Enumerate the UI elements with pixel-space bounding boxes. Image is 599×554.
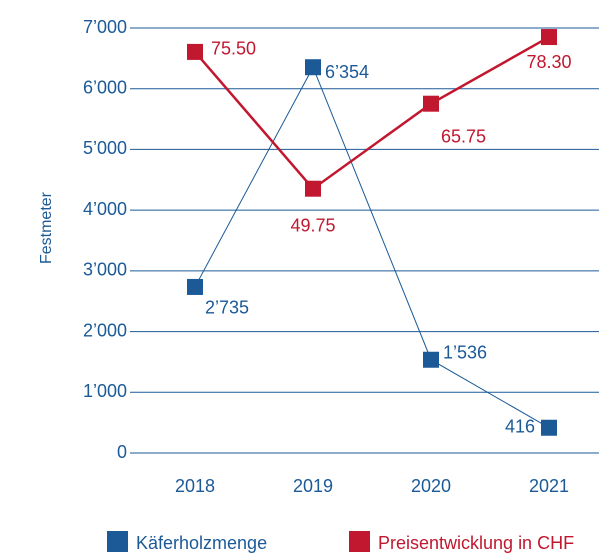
data-label: 75.50 (211, 39, 256, 59)
y-axis-label: Festmeter (38, 191, 55, 264)
x-tick-label: 2020 (411, 476, 451, 496)
data-point (305, 59, 321, 76)
y-tick-label: 7’000 (83, 17, 127, 37)
x-tick-label: 2021 (529, 476, 569, 496)
y-tick-label: 0 (117, 442, 127, 462)
series-line (194, 66, 550, 429)
y-tick-label: 6’000 (83, 77, 127, 97)
legend-swatch (107, 531, 128, 552)
data-point (305, 180, 321, 197)
y-tick-label: 3’000 (83, 260, 127, 280)
series-line (194, 35, 550, 191)
x-tick-label: 2018 (175, 476, 215, 496)
legend-swatch (349, 531, 370, 552)
data-point (423, 95, 439, 112)
data-point (423, 351, 439, 368)
data-point (187, 278, 203, 295)
y-tick-label: 2’000 (83, 320, 127, 340)
y-tick-label: 1’000 (83, 381, 127, 401)
y-tick-label: 5’000 (83, 138, 127, 158)
data-label: 1’536 (443, 342, 487, 362)
legend-label: Käferholzmenge (136, 533, 267, 553)
x-tick-label: 2019 (293, 476, 333, 496)
data-point (541, 29, 557, 46)
legend-label: Preisentwicklung in CHF (378, 533, 574, 553)
data-label: 416 (505, 416, 535, 436)
data-point (187, 43, 203, 60)
data-label: 65.75 (441, 126, 486, 146)
data-label: 49.75 (290, 215, 335, 235)
data-point (541, 419, 557, 436)
y-tick-label: 4’000 (83, 199, 127, 219)
data-label: 6’354 (325, 62, 369, 82)
data-label: 78.30 (526, 52, 571, 72)
data-label: 2’735 (205, 298, 249, 318)
